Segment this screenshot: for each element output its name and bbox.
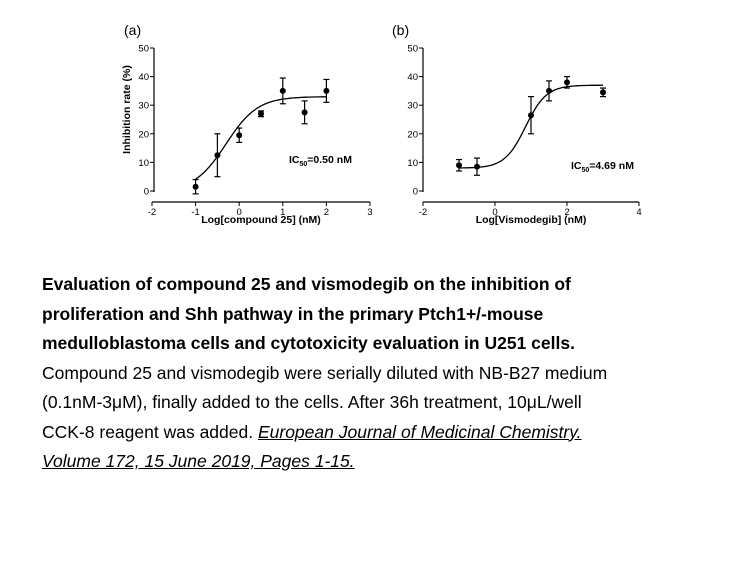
caption-bold-line-3: medulloblastoma cells and cytotoxicity e…: [42, 333, 575, 353]
y-tick-label: 20: [407, 129, 418, 140]
data-point: [528, 112, 534, 119]
data-point: [301, 109, 308, 116]
x-tick-label: 2: [564, 207, 569, 218]
figure-caption: Evaluation of compound 25 and vismodegib…: [42, 270, 748, 477]
x-axis-label: Log[compound 25] (nM): [201, 214, 321, 226]
caption-line-6: CCK-8 reagent was added. European Journa…: [42, 418, 748, 448]
y-tick-label: 50: [138, 44, 149, 55]
panel-label: (a): [124, 22, 141, 38]
y-tick-label: 10: [407, 158, 418, 169]
y-tick-label: 40: [138, 72, 149, 83]
y-tick-label: 30: [407, 101, 418, 112]
y-tick-label: 0: [144, 187, 149, 198]
y-axis-label: Inhibition rate (%): [121, 65, 133, 154]
x-tick-label: -2: [419, 207, 427, 218]
journal-reference-link[interactable]: European Journal of Medicinal Chemistry.: [257, 421, 582, 442]
data-point: [546, 87, 552, 94]
x-axis-label: Log[Vismodegib] (nM): [476, 214, 587, 226]
caption-bold-line-1: Evaluation of compound 25 and vismodegib…: [42, 274, 571, 294]
caption-line-4: Compound 25 and vismodegib were serially…: [42, 362, 608, 383]
data-point: [323, 87, 330, 94]
x-tick-label: -1: [191, 207, 199, 218]
data-point: [564, 79, 570, 86]
x-tick-label: 3: [367, 207, 372, 218]
y-tick-label: 50: [407, 44, 418, 55]
data-point: [214, 152, 221, 159]
journal-reference-link-cont[interactable]: Volume 172, 15 June 2019, Pages 1-15.: [42, 451, 355, 471]
x-tick-label: 1: [280, 207, 285, 218]
y-tick-label: 20: [138, 129, 149, 140]
data-point: [258, 110, 264, 117]
x-tick-label: 4: [636, 207, 641, 218]
y-tick-label: 40: [407, 72, 418, 83]
data-point: [236, 132, 243, 139]
x-tick-label: 0: [492, 207, 497, 218]
panel-label: (b): [392, 22, 409, 38]
ic50-annotation: IC50=4.69 nM: [571, 160, 634, 174]
caption-line-6-text: CCK-8 reagent was added.: [42, 421, 258, 442]
ic50-annotation: IC50=0.50 nM: [289, 154, 352, 168]
data-point: [456, 162, 462, 169]
caption-bold-line-2: proliferation and Shh pathway in the pri…: [42, 303, 544, 324]
y-tick-label: 0: [413, 187, 418, 198]
data-point: [600, 89, 606, 96]
x-tick-label: -2: [148, 207, 156, 218]
caption-line-5: (0.1nM-3μM), finally added to the cells.…: [42, 392, 582, 412]
data-point: [474, 163, 480, 170]
data-point: [279, 87, 286, 94]
x-tick-label: 2: [324, 207, 329, 218]
y-tick-label: 30: [138, 101, 149, 112]
chart-panel-a: (a) 0 10 20 30 40 50 -2 -1 0 1 2 3 Log[compound 25] (…: [121, 22, 373, 226]
data-point: [192, 183, 199, 190]
y-tick-label: 10: [138, 158, 149, 169]
x-tick-label: 0: [237, 207, 242, 218]
